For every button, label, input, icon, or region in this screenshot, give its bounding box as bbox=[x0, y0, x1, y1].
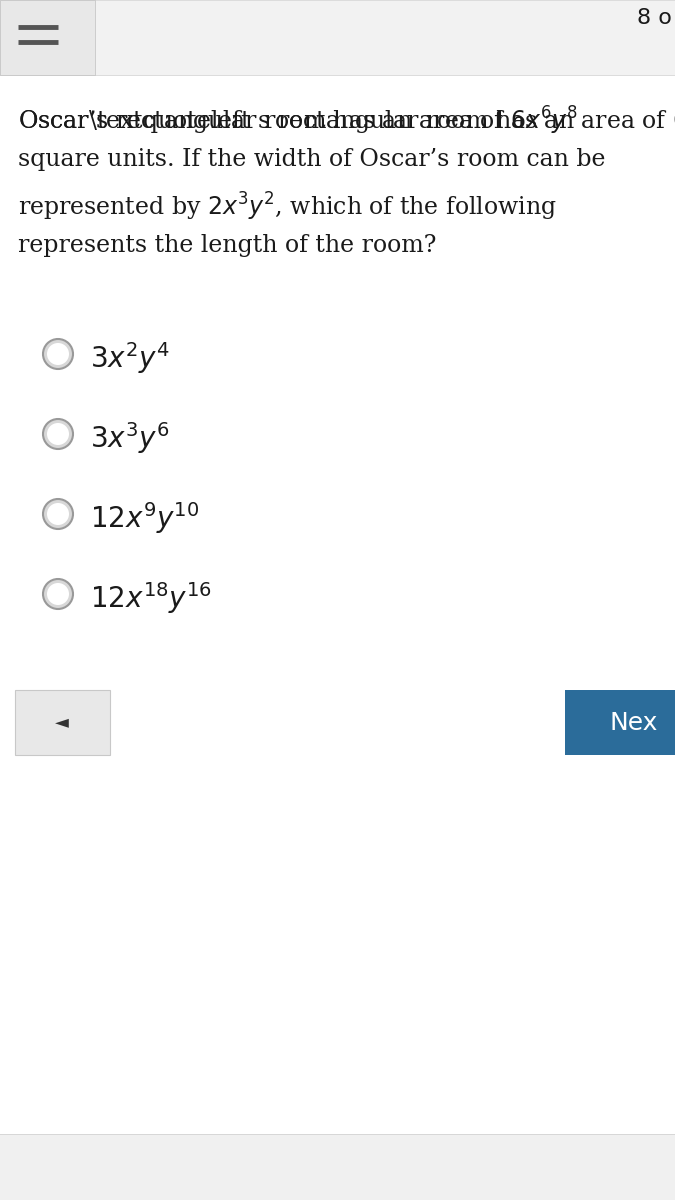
Circle shape bbox=[43, 499, 73, 529]
Circle shape bbox=[47, 583, 69, 605]
Text: represents the length of the room?: represents the length of the room? bbox=[18, 234, 436, 257]
Text: 8 o: 8 o bbox=[637, 8, 672, 28]
FancyBboxPatch shape bbox=[0, 1135, 675, 1200]
Circle shape bbox=[43, 338, 73, 370]
Text: square units. If the width of Oscar’s room can be: square units. If the width of Oscar’s ro… bbox=[18, 148, 605, 170]
Text: represented by $2x^3y^2$, which of the following: represented by $2x^3y^2$, which of the f… bbox=[18, 191, 557, 223]
Text: Nex: Nex bbox=[610, 710, 658, 734]
FancyBboxPatch shape bbox=[0, 0, 95, 74]
Text: $12x^9y^{10}$: $12x^9y^{10}$ bbox=[90, 500, 199, 536]
Text: $3x^3y^6$: $3x^3y^6$ bbox=[90, 420, 169, 456]
Circle shape bbox=[47, 422, 69, 445]
FancyBboxPatch shape bbox=[0, 0, 675, 74]
Text: $3x^2y^4$: $3x^2y^4$ bbox=[90, 340, 169, 376]
Text: ◄: ◄ bbox=[55, 714, 69, 732]
Circle shape bbox=[43, 419, 73, 449]
Circle shape bbox=[47, 503, 69, 526]
Text: $12x^{18}y^{16}$: $12x^{18}y^{16}$ bbox=[90, 580, 212, 616]
FancyBboxPatch shape bbox=[565, 690, 675, 755]
Circle shape bbox=[43, 578, 73, 608]
Text: Oscar\textquoteleft s rectangular room has an area of $6x^6y^8$: Oscar\textquoteleft s rectangular room h… bbox=[18, 104, 675, 137]
FancyBboxPatch shape bbox=[15, 690, 110, 755]
Circle shape bbox=[47, 343, 69, 365]
Text: Oscar’s rectangular room has an area of $6x^6y^8$: Oscar’s rectangular room has an area of … bbox=[18, 104, 578, 137]
